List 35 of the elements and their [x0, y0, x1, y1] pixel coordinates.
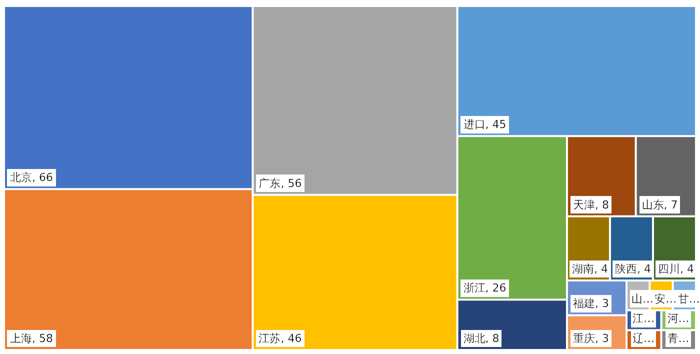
category-label: 甘… — [678, 292, 700, 306]
category-label: 广东 — [258, 176, 281, 190]
data-label: , 46 — [280, 332, 302, 345]
data-label: , 8 — [485, 332, 500, 345]
category-label: 山东 — [642, 198, 664, 212]
category-label: 北京 — [10, 171, 32, 184]
category-label: 湖南 — [572, 262, 594, 276]
category-label: 山… — [632, 292, 654, 306]
category-label: 四川 — [658, 262, 680, 276]
data-label: , 4 — [636, 262, 651, 276]
category-label: 江… — [632, 312, 655, 326]
data-label: , 3 — [594, 297, 609, 310]
category-label: 重庆 — [572, 332, 595, 345]
category-label: 陕西 — [614, 262, 637, 276]
data-label: , 58 — [32, 332, 53, 345]
data-label: , 7 — [664, 198, 678, 212]
category-label: 辽… — [632, 332, 655, 345]
data-label: , 66 — [32, 171, 53, 184]
category-label: 青… — [667, 332, 690, 345]
category-label: 河… — [667, 312, 690, 326]
category-label: 天津 — [572, 198, 595, 212]
category-label: 进口 — [463, 118, 486, 132]
data-label: , 4 — [594, 262, 608, 276]
data-label: , 8 — [594, 198, 609, 212]
category-label: 福建 — [572, 297, 595, 310]
data-label: , 56 — [280, 176, 302, 190]
data-label: , 45 — [485, 118, 506, 132]
category-label: 浙江 — [463, 282, 486, 295]
category-label: 上海 — [10, 332, 32, 345]
data-label: , 4 — [680, 262, 694, 276]
category-label: 江苏 — [258, 332, 281, 345]
category-label: 湖北 — [463, 332, 486, 345]
category-label: 安… — [654, 292, 677, 306]
data-label: , 26 — [485, 282, 506, 295]
data-label: , 3 — [594, 332, 609, 345]
